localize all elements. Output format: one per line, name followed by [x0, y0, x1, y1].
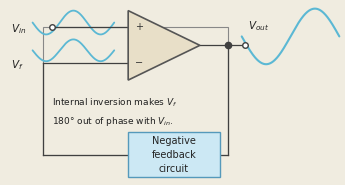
Text: $V_{in}$: $V_{in}$ [11, 23, 26, 36]
Bar [42, 28, 228, 154]
Text: +: + [135, 23, 143, 33]
Text: $V_f$: $V_f$ [11, 58, 23, 72]
Text: Negative
feedback
circuit: Negative feedback circuit [151, 136, 196, 174]
Text: Internal inversion makes $V_f$
180° out of phase with $V_{in}$.: Internal inversion makes $V_f$ 180° out … [52, 97, 178, 128]
Text: $V_{out}$: $V_{out}$ [248, 20, 269, 33]
Text: −: − [135, 58, 143, 68]
Polygon shape [128, 11, 200, 80]
Bar [128, 132, 220, 177]
